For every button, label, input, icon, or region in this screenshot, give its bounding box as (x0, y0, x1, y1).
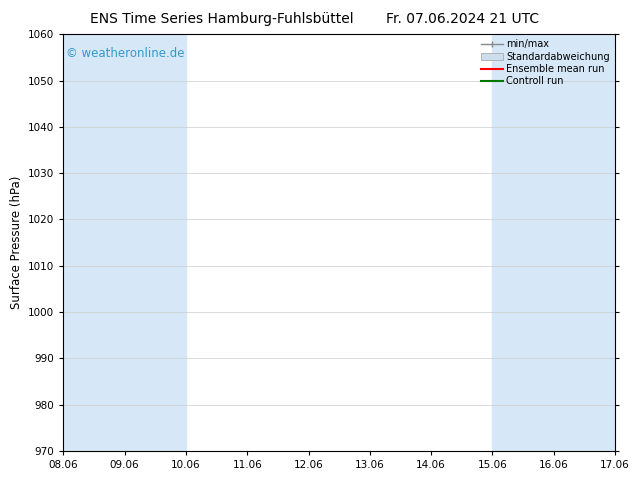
Bar (63, 34, 125, 451)
Legend: min/max, Standardabweichung, Ensemble mean run, Controll run: min/max, Standardabweichung, Ensemble me… (479, 37, 612, 88)
Y-axis label: Surface Pressure (hPa): Surface Pressure (hPa) (10, 176, 23, 309)
Text: Fr. 07.06.2024 21 UTC: Fr. 07.06.2024 21 UTC (386, 12, 540, 26)
Bar (125, 34, 186, 451)
Bar (493, 34, 553, 451)
Text: ENS Time Series Hamburg-Fuhlsbüttel: ENS Time Series Hamburg-Fuhlsbüttel (90, 12, 354, 26)
Bar (553, 34, 615, 451)
Text: © weatheronline.de: © weatheronline.de (66, 47, 184, 60)
